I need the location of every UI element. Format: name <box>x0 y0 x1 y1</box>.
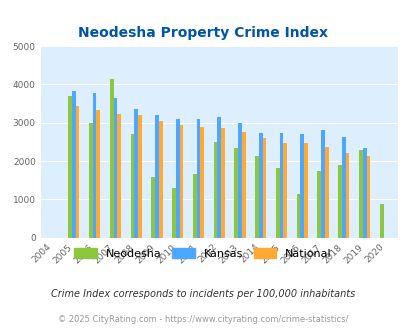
Bar <box>366 156 369 238</box>
Bar <box>96 110 100 238</box>
Bar <box>172 188 175 238</box>
Bar <box>130 134 134 238</box>
Bar <box>200 127 204 238</box>
Bar <box>89 123 92 238</box>
Bar <box>234 148 238 238</box>
Bar <box>275 168 279 238</box>
Bar <box>75 106 79 238</box>
Bar <box>138 115 141 238</box>
Bar <box>337 165 341 238</box>
Bar <box>92 93 96 238</box>
Bar <box>358 150 362 238</box>
Bar <box>255 156 258 238</box>
Bar <box>303 144 307 238</box>
Bar <box>300 134 303 238</box>
Bar <box>151 177 155 238</box>
Text: Crime Index corresponds to incidents per 100,000 inhabitants: Crime Index corresponds to incidents per… <box>51 289 354 299</box>
Bar <box>158 121 162 238</box>
Bar <box>155 115 158 238</box>
Bar <box>238 123 241 238</box>
Text: Neodesha Property Crime Index: Neodesha Property Crime Index <box>78 26 327 40</box>
Legend: Neodesha, Kansas, National: Neodesha, Kansas, National <box>70 244 335 263</box>
Bar <box>221 128 224 238</box>
Bar <box>117 114 121 238</box>
Bar <box>196 119 200 238</box>
Bar <box>175 119 179 238</box>
Bar <box>213 142 217 238</box>
Bar <box>68 96 72 238</box>
Bar <box>324 147 328 238</box>
Bar <box>179 125 183 238</box>
Bar <box>279 133 283 238</box>
Bar <box>109 79 113 238</box>
Bar <box>320 130 324 238</box>
Bar <box>192 175 196 238</box>
Bar <box>283 143 286 238</box>
Bar <box>362 148 366 238</box>
Bar <box>241 132 245 238</box>
Bar <box>345 153 349 238</box>
Bar <box>72 91 75 238</box>
Bar <box>317 171 320 238</box>
Bar <box>113 98 117 238</box>
Bar <box>258 133 262 238</box>
Bar <box>341 137 345 238</box>
Bar <box>134 109 138 238</box>
Bar <box>379 204 383 238</box>
Bar <box>217 117 221 238</box>
Text: © 2025 CityRating.com - https://www.cityrating.com/crime-statistics/: © 2025 CityRating.com - https://www.city… <box>58 315 347 324</box>
Bar <box>296 194 300 238</box>
Bar <box>262 139 266 238</box>
